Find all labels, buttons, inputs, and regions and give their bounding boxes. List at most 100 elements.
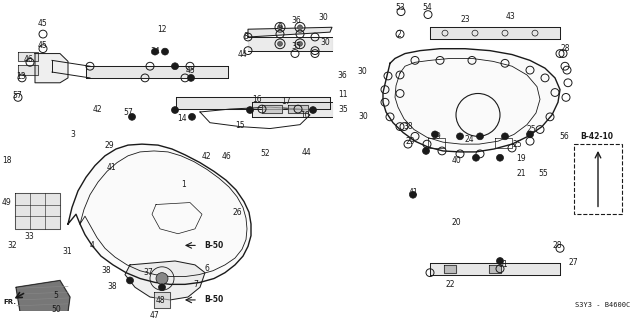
Text: 38: 38 (107, 282, 117, 291)
Polygon shape (18, 52, 38, 61)
Text: 31: 31 (62, 247, 72, 256)
Text: 40: 40 (452, 156, 462, 165)
Text: 25: 25 (526, 125, 536, 134)
Text: 51: 51 (498, 260, 508, 269)
Text: 24: 24 (464, 135, 474, 144)
Text: 8: 8 (244, 32, 248, 41)
Text: 50: 50 (51, 305, 61, 314)
Circle shape (156, 273, 168, 284)
Text: 11: 11 (339, 90, 348, 99)
Circle shape (172, 63, 179, 70)
Text: 44: 44 (237, 50, 247, 59)
Text: 48: 48 (155, 296, 165, 305)
Circle shape (189, 114, 195, 120)
Circle shape (298, 41, 303, 46)
Text: 15: 15 (235, 121, 245, 130)
Text: 53: 53 (395, 3, 405, 12)
Circle shape (278, 25, 282, 30)
Polygon shape (18, 65, 38, 75)
Text: 34: 34 (150, 47, 160, 56)
Text: 19: 19 (516, 154, 526, 163)
Text: B-50: B-50 (204, 295, 223, 304)
Text: 3: 3 (70, 130, 76, 139)
Text: 36: 36 (291, 16, 301, 25)
Text: 46: 46 (23, 55, 33, 64)
Text: 37: 37 (143, 268, 153, 277)
Circle shape (129, 114, 136, 120)
Bar (574, 144, 622, 214)
Text: 9: 9 (278, 23, 282, 32)
Text: 41: 41 (408, 188, 418, 197)
Text: 45: 45 (185, 66, 195, 75)
Polygon shape (489, 265, 501, 273)
Circle shape (456, 133, 463, 140)
Polygon shape (444, 265, 456, 273)
Text: 6: 6 (205, 264, 209, 273)
Text: 49: 49 (2, 198, 12, 207)
Text: 14: 14 (177, 114, 187, 123)
Text: 2: 2 (397, 30, 401, 39)
Circle shape (422, 147, 429, 154)
Circle shape (410, 191, 417, 198)
Text: 35: 35 (291, 42, 301, 51)
Text: 10: 10 (300, 111, 310, 120)
Circle shape (188, 75, 195, 81)
Text: 21: 21 (516, 169, 525, 178)
Circle shape (527, 131, 534, 138)
Polygon shape (288, 105, 308, 113)
Text: 28: 28 (560, 44, 570, 53)
Text: 39: 39 (431, 132, 441, 141)
Circle shape (298, 25, 303, 30)
Text: FR.: FR. (3, 299, 17, 305)
Text: 43: 43 (505, 12, 515, 21)
Text: 30: 30 (358, 112, 368, 121)
Text: 22: 22 (445, 280, 455, 289)
Text: S3Y3 - B4600C: S3Y3 - B4600C (575, 302, 630, 308)
Text: 33: 33 (24, 232, 34, 241)
Text: 54: 54 (422, 3, 432, 12)
Text: 52: 52 (260, 149, 270, 158)
Text: 32: 32 (7, 241, 17, 250)
Text: 47: 47 (150, 311, 160, 319)
Text: 57: 57 (123, 108, 133, 117)
Polygon shape (15, 193, 60, 229)
Polygon shape (16, 280, 70, 312)
Text: 46: 46 (222, 152, 232, 161)
Circle shape (127, 277, 134, 284)
Text: 29: 29 (104, 141, 114, 150)
Text: 35: 35 (338, 105, 348, 114)
Text: 7: 7 (193, 280, 198, 289)
Circle shape (246, 107, 253, 114)
Text: 45: 45 (38, 41, 48, 50)
Circle shape (477, 133, 483, 140)
Text: 5: 5 (54, 291, 58, 300)
Text: 30: 30 (357, 67, 367, 76)
Text: B-50: B-50 (204, 241, 223, 250)
Text: 25: 25 (512, 140, 522, 149)
Polygon shape (35, 54, 68, 83)
Circle shape (502, 133, 509, 140)
Circle shape (497, 257, 504, 264)
Text: 36: 36 (337, 71, 347, 80)
Circle shape (278, 41, 282, 46)
Text: 23: 23 (460, 15, 470, 24)
Circle shape (497, 154, 504, 161)
Circle shape (310, 107, 317, 114)
Circle shape (152, 48, 159, 55)
Text: 44: 44 (302, 148, 312, 157)
Text: 1: 1 (182, 180, 186, 189)
Text: 20: 20 (451, 218, 461, 226)
Text: 55: 55 (538, 169, 548, 178)
Polygon shape (68, 144, 251, 284)
Text: 28: 28 (552, 241, 562, 250)
Polygon shape (125, 261, 205, 300)
Text: 41: 41 (106, 163, 116, 172)
Polygon shape (154, 292, 170, 308)
Text: 12: 12 (157, 25, 167, 34)
Text: 29: 29 (405, 137, 415, 146)
Text: 16: 16 (252, 95, 262, 104)
Text: 57: 57 (12, 91, 22, 100)
Text: 13: 13 (16, 72, 26, 81)
Text: 42: 42 (201, 152, 211, 161)
Text: 17: 17 (281, 97, 291, 106)
